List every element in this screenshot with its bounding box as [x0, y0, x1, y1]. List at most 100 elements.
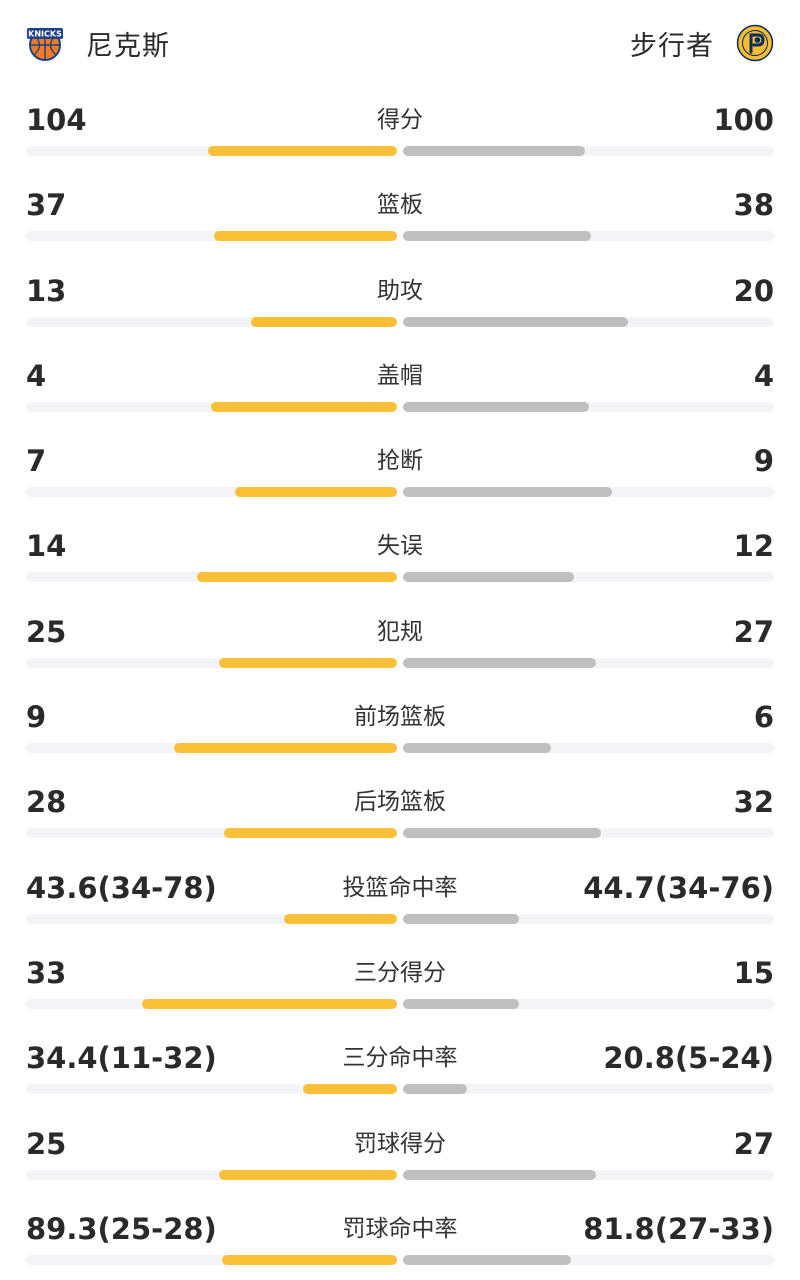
away-stat-track: [403, 913, 774, 924]
stats-list: 104 得分 100 37 篮板 38 13 助攻 20 4 盖帽 4 7 抢断 9 14 失误 12 25 犯规 27…: [0, 86, 800, 1280]
away-stat-value: 100: [713, 103, 774, 137]
home-stat-track: [26, 1169, 397, 1180]
stat-row: 13 助攻 20: [0, 257, 800, 342]
home-stat-bar: [142, 998, 397, 1009]
away-stat-bar: [403, 316, 628, 327]
stat-row: 25 罚球得分 27: [0, 1110, 800, 1195]
away-stat-value: 12: [733, 529, 774, 564]
away-stat-bar: [403, 487, 612, 498]
home-stat-track: [26, 657, 397, 668]
away-stat-value: 44.7(34-76): [583, 870, 774, 905]
away-stat-bar: [403, 998, 519, 1009]
home-stat-track: [26, 828, 397, 839]
stat-label: 助攻: [377, 277, 423, 304]
home-team-name: 尼克斯: [86, 30, 170, 62]
pacers-logo-icon: [736, 24, 774, 62]
away-team[interactable]: 步行者: [630, 22, 774, 64]
away-stat-value: 15: [733, 955, 774, 990]
stat-label: 三分得分: [354, 959, 446, 986]
home-stat-bar: [219, 1169, 397, 1180]
home-stat-bar: [208, 146, 397, 156]
away-stat-value: 20.8(5-24): [603, 1041, 774, 1076]
away-stat-value: 4: [753, 358, 774, 393]
home-stat-bar: [235, 487, 397, 498]
away-stat-value: 6: [753, 700, 774, 735]
stat-row: 25 犯规 27: [0, 598, 800, 683]
away-stat-bar: [403, 828, 601, 839]
stat-label: 篮板: [377, 192, 423, 219]
home-stat-bar: [224, 828, 397, 839]
home-stat-bar: [222, 1254, 397, 1265]
away-stat-track: [403, 572, 774, 583]
away-stat-value: 32: [733, 785, 774, 820]
away-stat-bar: [403, 1084, 467, 1095]
home-stat-value: 4: [26, 358, 47, 393]
stat-row: 33 三分得分 15: [0, 939, 800, 1024]
home-stat-track: [26, 913, 397, 924]
home-stat-value: 34.4(11-32): [26, 1041, 217, 1076]
away-stat-bar: [403, 913, 519, 924]
stat-row: 89.3(25-28) 罚球命中率 81.8(27-33): [0, 1195, 800, 1280]
home-stat-bar: [284, 913, 397, 924]
away-stat-bar: [403, 231, 591, 242]
stat-row: 9 前场篮板 6: [0, 683, 800, 768]
away-team-name: 步行者: [630, 30, 714, 62]
home-stat-value: 25: [26, 1126, 67, 1161]
home-stat-value: 9: [26, 700, 47, 735]
svg-text:KNICKS: KNICKS: [28, 30, 62, 39]
home-stat-value: 7: [26, 444, 47, 479]
stat-row: 28 后场篮板 32: [0, 768, 800, 853]
home-stat-value: 104: [26, 103, 87, 137]
away-stat-bar: [403, 401, 589, 412]
stat-label: 犯规: [377, 618, 423, 645]
home-stat-bar: [251, 316, 397, 327]
away-stat-value: 81.8(27-33): [583, 1211, 774, 1246]
stat-label: 盖帽: [377, 362, 423, 389]
home-stat-bar: [219, 657, 397, 668]
home-stat-track: [26, 487, 397, 498]
stat-label: 罚球得分: [354, 1130, 446, 1157]
home-stat-track: [26, 231, 397, 242]
home-stat-track: [26, 1084, 397, 1095]
away-stat-value: 27: [733, 1126, 774, 1161]
home-stat-bar: [303, 1084, 397, 1095]
stat-label: 前场篮板: [354, 704, 446, 731]
home-stat-value: 89.3(25-28): [26, 1211, 217, 1246]
stat-label: 投篮命中率: [342, 874, 458, 901]
home-stat-value: 37: [26, 188, 67, 223]
away-stat-bar: [403, 1254, 571, 1265]
away-stat-track: [403, 743, 774, 754]
away-stat-value: 27: [733, 614, 774, 649]
home-stat-bar: [214, 231, 397, 242]
away-stat-bar: [403, 1169, 596, 1180]
away-stat-track: [403, 146, 774, 156]
home-stat-value: 13: [26, 273, 67, 308]
home-stat-value: 33: [26, 955, 67, 990]
away-stat-bar: [403, 657, 596, 668]
stat-label: 失误: [377, 533, 423, 560]
stat-row: 37 篮板 38: [0, 171, 800, 256]
home-stat-value: 25: [26, 614, 67, 649]
stat-row: 14 失误 12: [0, 512, 800, 597]
team-header: KNICKS 尼克斯 步行者: [0, 0, 800, 86]
home-stat-value: 14: [26, 529, 67, 564]
stat-row: 43.6(34-78) 投篮命中率 44.7(34-76): [0, 854, 800, 939]
away-stat-bar: [403, 146, 585, 156]
away-stat-track: [403, 1254, 774, 1265]
knicks-logo-icon: KNICKS: [27, 28, 63, 61]
stat-label: 三分命中率: [342, 1045, 458, 1072]
stat-label: 罚球命中率: [342, 1215, 458, 1242]
stat-label: 后场篮板: [354, 789, 446, 816]
home-stat-value: 43.6(34-78): [26, 870, 217, 905]
home-stat-bar: [211, 401, 397, 412]
away-stat-value: 20: [733, 273, 774, 308]
home-stat-value: 28: [26, 785, 67, 820]
away-stat-track: [403, 998, 774, 1009]
home-stat-track: [26, 316, 397, 327]
away-stat-track: [403, 1084, 774, 1095]
away-stat-value: 9: [753, 444, 774, 479]
stat-row: 104 得分 100: [0, 86, 800, 171]
stat-label: 抢断: [377, 448, 423, 475]
home-team[interactable]: KNICKS 尼克斯: [26, 22, 170, 64]
stat-label: 得分: [377, 107, 423, 133]
